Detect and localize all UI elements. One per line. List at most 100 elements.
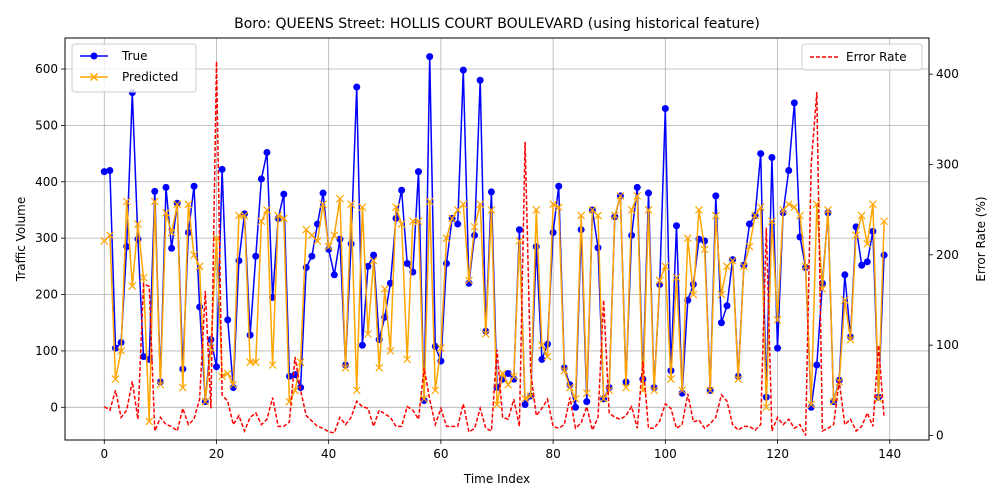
predicted-point [403, 355, 412, 364]
true-point [364, 262, 372, 270]
true-point [745, 220, 753, 228]
true-point [414, 168, 422, 176]
predicted-point [622, 383, 630, 392]
legend-true-marker [90, 52, 98, 60]
y2-tick-label: 300 [936, 157, 959, 171]
y2-tick-label: 200 [936, 248, 959, 262]
true-point [633, 183, 641, 191]
predicted-point [436, 344, 445, 353]
legend-predicted-label: Predicted [122, 70, 178, 84]
true-point [336, 235, 344, 243]
predicted-point [145, 417, 154, 426]
true-point [717, 319, 725, 327]
true-point [583, 398, 591, 406]
predicted-point [751, 211, 760, 220]
true-point [858, 261, 866, 269]
true-point [162, 183, 170, 191]
predicted-point [380, 284, 389, 293]
predicted-point [571, 394, 580, 403]
true-point [140, 353, 148, 361]
predicted-point [796, 211, 804, 220]
predicted-point [195, 262, 204, 271]
true-point [549, 229, 557, 237]
true-point [263, 148, 271, 156]
predicted-point [184, 200, 193, 209]
predicted-point [678, 386, 687, 395]
predicted-point [706, 386, 715, 395]
predicted-point [801, 262, 810, 271]
plot-frame [64, 37, 930, 441]
x-tick-label: 80 [545, 447, 560, 461]
predicted-point [386, 346, 395, 355]
predicted-point [139, 273, 148, 282]
predicted-point [335, 194, 344, 203]
y-tick-label: 400 [35, 175, 58, 189]
true-point [644, 189, 652, 197]
predicted-point [790, 203, 799, 212]
true-point [443, 260, 451, 268]
predicted-point [627, 206, 636, 214]
predicted-point [167, 228, 176, 237]
predicted-point [582, 389, 591, 398]
predicted-point [442, 234, 451, 243]
predicted-point [543, 352, 552, 361]
predicted-point [745, 242, 754, 251]
predicted-point [504, 380, 513, 389]
predicted-point [481, 330, 490, 338]
true-point [235, 257, 243, 265]
predicted-point [128, 282, 137, 291]
true-point [768, 154, 776, 162]
axes-layer: 0 20 40 60 80 100 120 140 0 100 200 300 400 500 600 0 10… [35, 62, 959, 461]
predicted-point [728, 256, 737, 265]
true-point [285, 372, 293, 380]
predicted-point [476, 200, 485, 209]
true-point [308, 252, 316, 260]
true-point [863, 258, 871, 266]
legend-left: True Predicted [71, 43, 197, 93]
predicted-point [695, 206, 703, 214]
error-rate-series-line [103, 61, 885, 436]
x-tick-label: 100 [654, 447, 677, 461]
predicted-point [852, 231, 860, 240]
chart-title: Boro: QUEENS Street: HOLLIS COURT BOULEV… [234, 16, 760, 32]
true-point [476, 76, 484, 84]
predicted-point [296, 358, 305, 367]
true-point [701, 237, 709, 245]
true-point [572, 403, 580, 411]
x-tick-label: 120 [766, 447, 789, 461]
y-tick-label: 300 [35, 231, 58, 245]
x-tick-label: 40 [321, 447, 336, 461]
predicted-point [840, 296, 849, 305]
predicted-point [448, 214, 457, 223]
predicted-point [661, 262, 670, 271]
predicted-point [521, 394, 529, 403]
true-point [151, 187, 159, 195]
predicted-point [190, 251, 198, 259]
true-point [555, 182, 563, 190]
y2-tick-label: 100 [936, 338, 959, 352]
predicted-point [150, 197, 159, 206]
predicted-point [201, 397, 210, 406]
predicted-point [414, 217, 423, 226]
true-point [757, 150, 765, 158]
predicted-point [134, 220, 142, 228]
predicted-point [537, 341, 546, 350]
true-point [257, 175, 265, 183]
predicted-point [263, 206, 271, 214]
predicted-point [279, 214, 288, 223]
true-point [790, 99, 798, 107]
predicted-point [599, 394, 608, 403]
predicted-point [672, 273, 681, 282]
predicted-point [178, 383, 187, 392]
predicted-point [375, 363, 384, 372]
true-point [785, 166, 793, 174]
true-point [347, 240, 355, 248]
predicted-point [162, 208, 170, 217]
predicted-point [392, 203, 400, 212]
true-point [532, 243, 540, 251]
true-point [420, 397, 428, 405]
y2-tick-label: 400 [936, 67, 959, 81]
y2-tick-label: 0 [936, 428, 944, 442]
predicted-point [633, 191, 642, 200]
